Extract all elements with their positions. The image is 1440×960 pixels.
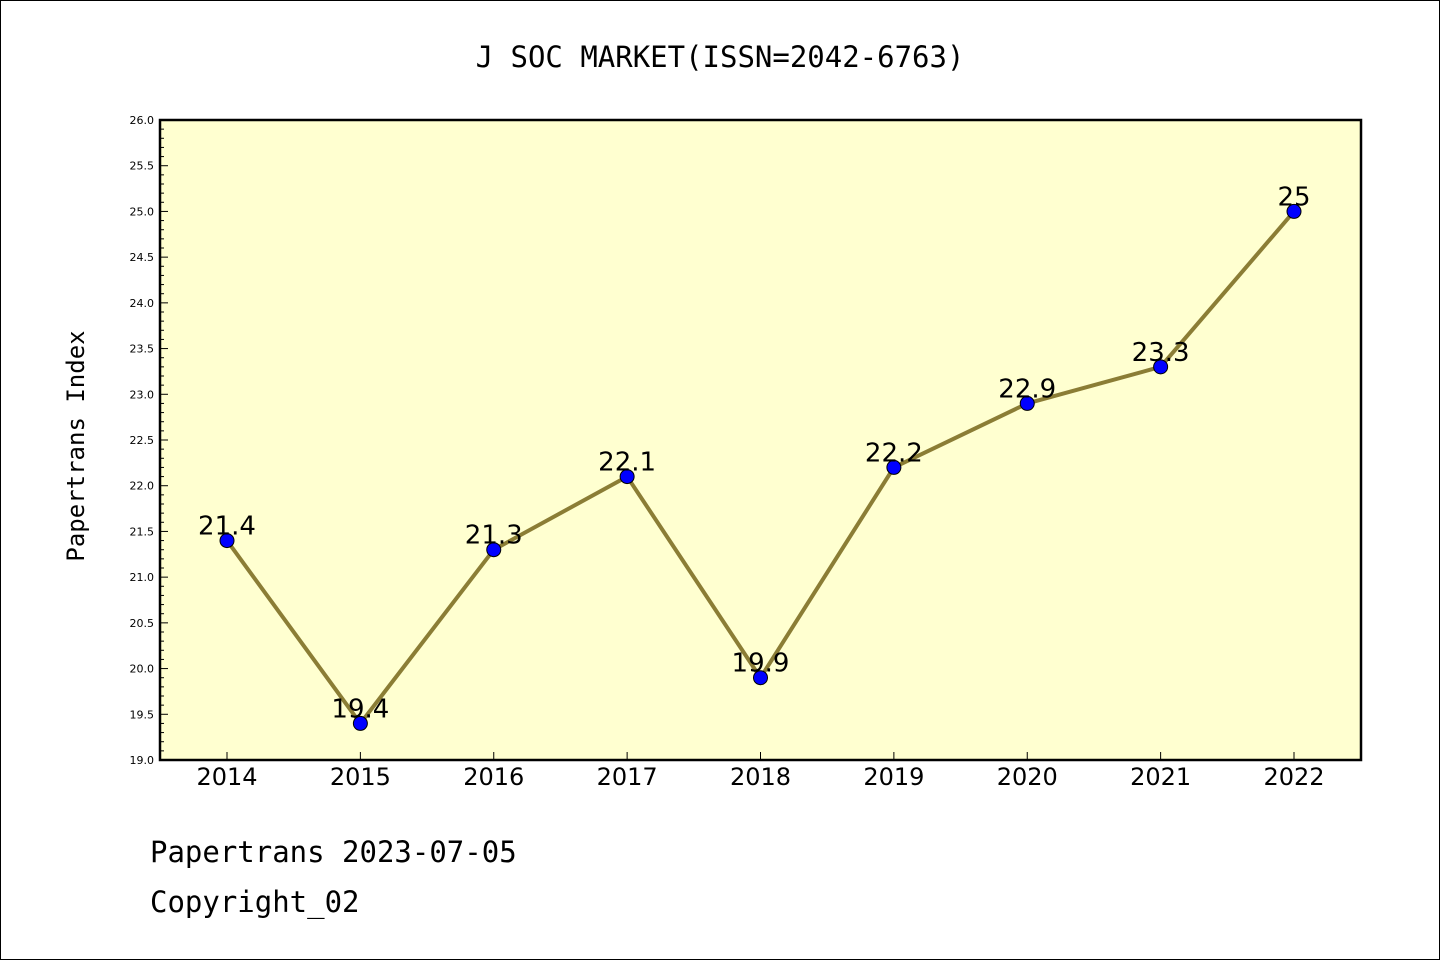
data-point: [619, 469, 635, 485]
y-axis-label: Papertrans Index: [62, 330, 90, 561]
data-point: [886, 459, 902, 475]
data-label: 23.3: [1132, 338, 1190, 368]
data-label: 21.3: [465, 521, 523, 551]
y-tick-label: 24.5: [130, 251, 155, 264]
x-tick-label: 2019: [863, 763, 924, 791]
y-tick-label: 20.0: [130, 663, 155, 676]
y-tick-label: 23.5: [130, 343, 155, 356]
x-tick-label: 2018: [730, 763, 791, 791]
data-point: [486, 542, 502, 558]
x-tick-label: 2020: [997, 763, 1058, 791]
y-tick-label: 24.0: [130, 297, 155, 310]
data-label: 22.9: [998, 374, 1056, 404]
plot-area: [158, 118, 1363, 762]
data-point: [1019, 395, 1035, 411]
x-tick-label: 2022: [1263, 763, 1324, 791]
data-label: 22.1: [598, 448, 656, 478]
x-tick-label: 2014: [196, 763, 257, 791]
x-tick-label: 2016: [463, 763, 524, 791]
y-tick-label: 19.0: [130, 754, 155, 767]
y-axis-ticks: 19.0 19.5 20.0 20.5 21.0 21.5 22.0 22.5 23.0 23.5…: [130, 114, 168, 767]
data-labels: 21.4 19.4 21.3 22.1 19.9 22.2 22.9 23.3 25: [198, 182, 1310, 724]
y-tick-label: 21.5: [130, 525, 155, 538]
y-tick-label: 25.0: [130, 205, 155, 218]
y-tick-label: 21.0: [130, 571, 155, 584]
data-label: 19.4: [331, 694, 389, 724]
data-point: [352, 715, 368, 731]
data-label: 25: [1277, 182, 1310, 212]
x-tick-label: 2015: [330, 763, 391, 791]
y-tick-label: 23.0: [130, 388, 155, 401]
data-markers: [219, 203, 1302, 731]
data-point: [753, 670, 768, 686]
data-point: [219, 533, 235, 549]
y-tick-label: 22.5: [130, 434, 155, 447]
footer-copyright: Copyright_02: [150, 885, 360, 919]
data-point: [1286, 203, 1302, 219]
x-tick-label: 2021: [1130, 763, 1191, 791]
data-point: [1153, 359, 1169, 375]
chart-title: J SOC MARKET(ISSN=2042-6763): [476, 40, 965, 74]
y-tick-label: 19.5: [130, 708, 155, 721]
x-tick-label: 2017: [597, 763, 658, 791]
x-axis-ticks: 2014 2015 2016 2017 2018 2019 2020 2021 2022: [196, 752, 1325, 791]
footer-date: Papertrans 2023-07-05: [150, 835, 517, 869]
y-tick-label: 20.5: [130, 617, 155, 630]
data-label: 22.2: [865, 438, 923, 468]
data-label: 21.4: [198, 512, 256, 542]
y-tick-label: 22.0: [130, 480, 155, 493]
y-tick-label: 26.0: [130, 114, 155, 127]
y-tick-label: 25.5: [130, 160, 155, 173]
data-label: 19.9: [732, 649, 790, 679]
